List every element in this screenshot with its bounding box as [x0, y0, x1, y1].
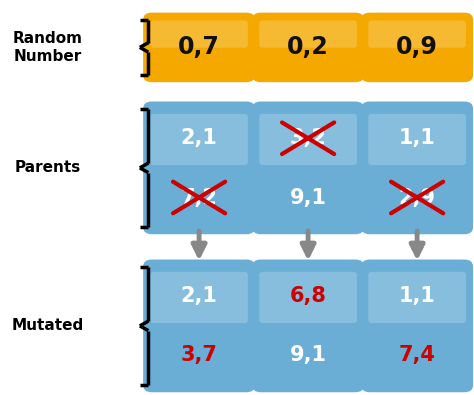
Text: 0,2: 0,2: [287, 36, 329, 59]
FancyBboxPatch shape: [252, 260, 364, 392]
FancyBboxPatch shape: [259, 114, 357, 165]
Text: 6,8: 6,8: [290, 286, 327, 306]
FancyBboxPatch shape: [361, 13, 473, 82]
FancyBboxPatch shape: [252, 13, 364, 82]
Text: Parents: Parents: [14, 160, 81, 175]
Text: 0,9: 0,9: [396, 36, 438, 59]
Text: 9,1: 9,1: [290, 346, 327, 365]
Text: Random
Number: Random Number: [12, 31, 82, 64]
Text: 3,2: 3,2: [290, 128, 327, 148]
FancyBboxPatch shape: [259, 21, 357, 48]
Text: 7,2: 7,2: [181, 188, 218, 207]
Text: 3,7: 3,7: [181, 346, 218, 365]
Text: 9,1: 9,1: [290, 188, 327, 207]
FancyBboxPatch shape: [252, 102, 364, 234]
FancyBboxPatch shape: [361, 102, 473, 234]
Text: 2,1: 2,1: [181, 286, 218, 306]
FancyBboxPatch shape: [143, 13, 255, 82]
FancyBboxPatch shape: [150, 272, 248, 323]
FancyBboxPatch shape: [368, 114, 466, 165]
Text: 1,1: 1,1: [399, 128, 436, 148]
FancyBboxPatch shape: [259, 272, 357, 323]
FancyBboxPatch shape: [150, 21, 248, 48]
FancyBboxPatch shape: [143, 102, 255, 234]
Text: 0,7: 0,7: [178, 36, 220, 59]
FancyBboxPatch shape: [368, 272, 466, 323]
FancyBboxPatch shape: [143, 260, 255, 392]
Text: 1,1: 1,1: [399, 286, 436, 306]
Text: 2,1: 2,1: [181, 128, 218, 148]
FancyBboxPatch shape: [361, 260, 473, 392]
Text: 2,9: 2,9: [399, 188, 436, 207]
Text: 7,4: 7,4: [399, 346, 436, 365]
Text: Mutated: Mutated: [11, 318, 83, 333]
FancyBboxPatch shape: [150, 114, 248, 165]
FancyBboxPatch shape: [368, 21, 466, 48]
